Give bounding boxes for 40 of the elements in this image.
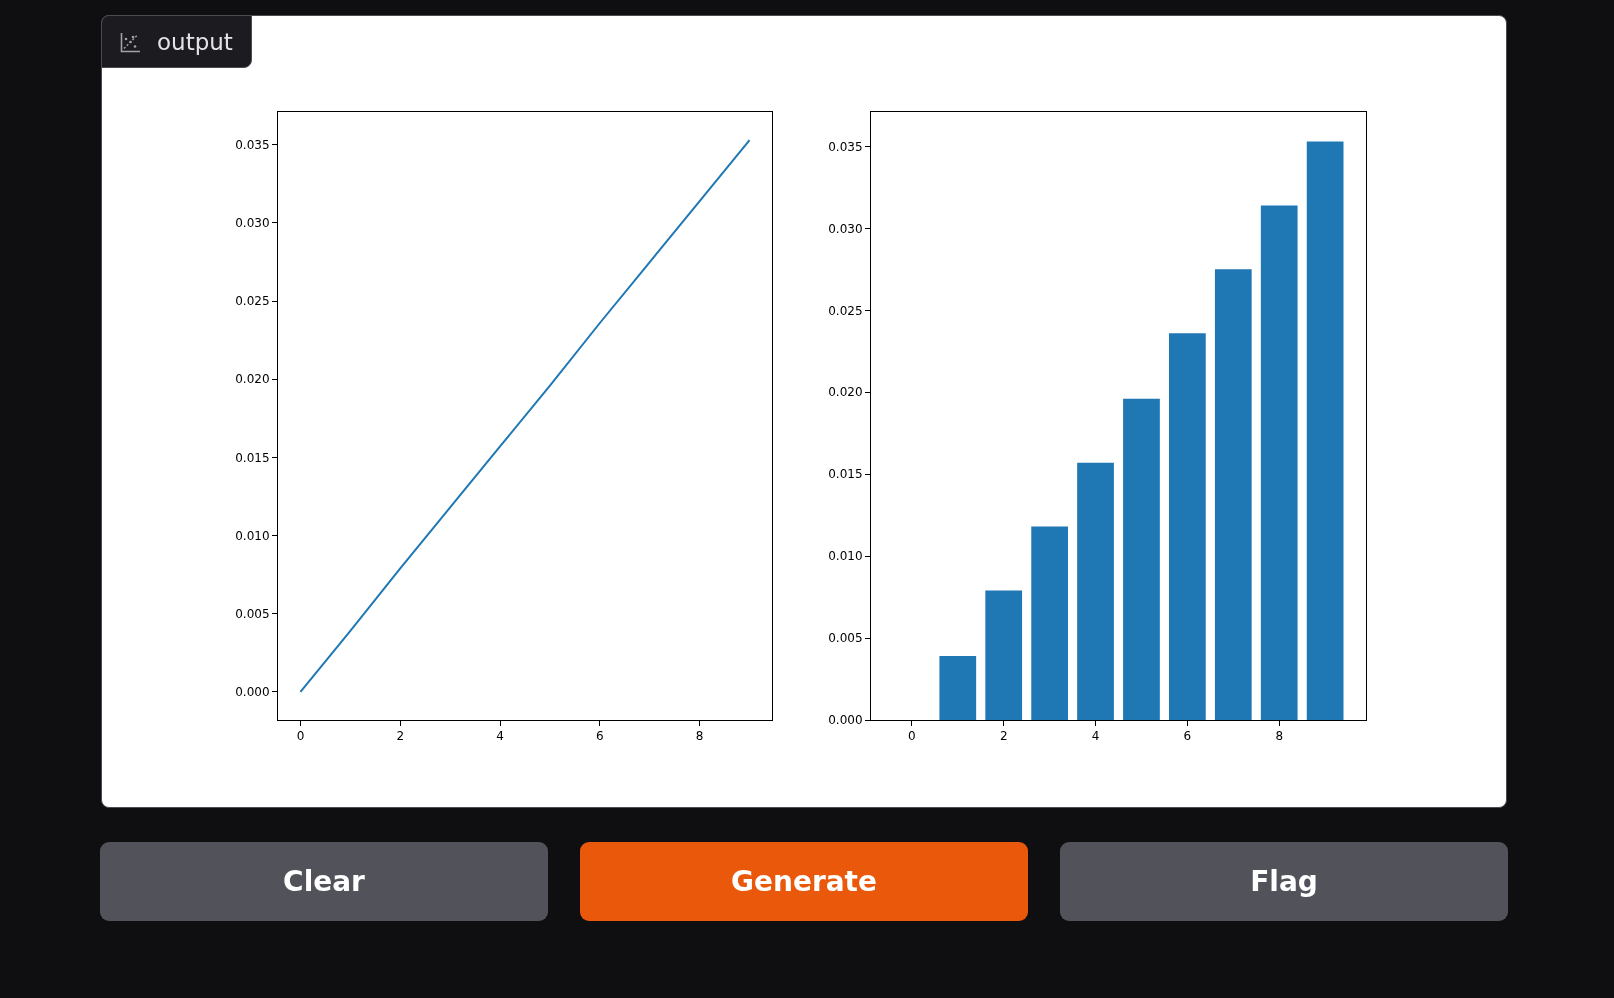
- button[interactable]: Flag: [1060, 842, 1508, 921]
- y-tick-label: 0.025: [235, 294, 270, 309]
- y-tick-label: 0.000: [235, 685, 270, 700]
- x-tick-label: 8: [1275, 729, 1284, 744]
- bar: [1306, 141, 1344, 720]
- y-tick-label: 0.035: [828, 139, 863, 154]
- bar: [939, 656, 977, 720]
- bar: [1123, 398, 1160, 720]
- y-tick-label: 0.010: [828, 549, 863, 564]
- x-tick-label: 6: [596, 729, 604, 744]
- y-tick-label: 0.025: [828, 303, 863, 318]
- x-tick-label: 4: [496, 729, 504, 744]
- x-tick-label: 0: [908, 729, 916, 744]
- y-tick-label: 0.015: [235, 450, 270, 465]
- y-tick-label: 0.020: [828, 385, 863, 400]
- y-tick-label: 0.030: [828, 221, 863, 236]
- bar: [985, 590, 1023, 720]
- x-tick-label: 2: [396, 729, 405, 744]
- line-series: [299, 139, 751, 693]
- bar: [1260, 205, 1298, 720]
- bar: [1169, 333, 1206, 720]
- y-tick-label: 0.035: [235, 138, 270, 153]
- x-tick-label: 6: [1183, 729, 1192, 744]
- y-tick-label: 0.000: [828, 713, 863, 728]
- y-tick-label: 0.015: [828, 467, 863, 482]
- y-tick-label: 0.020: [235, 372, 270, 387]
- x-tick-label: 4: [1091, 729, 1100, 744]
- y-tick-label: 0.005: [828, 631, 863, 646]
- y-tick-label: 0.005: [235, 606, 270, 621]
- button[interactable]: Clear: [100, 842, 548, 921]
- y-tick-label: 0.030: [235, 216, 270, 231]
- x-tick-label: 8: [695, 729, 704, 744]
- button[interactable]: Generate: [580, 842, 1028, 921]
- x-tick-label: 0: [296, 729, 305, 744]
- bar: [1077, 462, 1114, 720]
- bar: [1031, 526, 1068, 720]
- bar: [1214, 269, 1252, 720]
- x-tick-label: 2: [999, 729, 1008, 744]
- text: output: [157, 28, 233, 56]
- y-tick-label: 0.010: [235, 528, 270, 543]
